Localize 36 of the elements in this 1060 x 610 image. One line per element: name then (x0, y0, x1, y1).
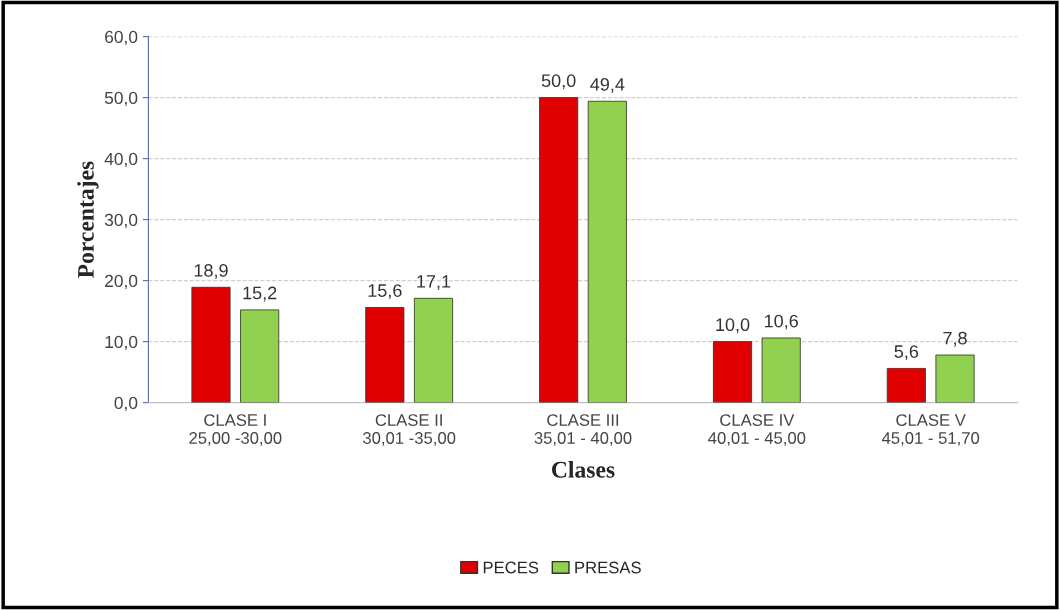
y-tick-label: 50,0 (104, 91, 138, 107)
bar (365, 307, 405, 403)
legend-label: PECES (483, 561, 539, 574)
bar (935, 354, 975, 403)
bar (240, 309, 280, 403)
data-label: 15,6 (368, 284, 402, 300)
data-label: 5,6 (894, 345, 919, 361)
x-tick-label: CLASE II 30,01 -35,00 (363, 414, 456, 446)
data-label: 18,9 (194, 264, 228, 279)
bar (413, 297, 454, 403)
data-label: 7,8 (943, 331, 967, 347)
data-label: 49,4 (590, 77, 625, 93)
bar (587, 100, 627, 403)
x-tick-label: CLASE I 25,00 -30,00 (189, 414, 282, 446)
bar (191, 286, 231, 403)
y-axis-title: Porcentajes (77, 161, 99, 278)
data-label: 50,0 (541, 74, 576, 90)
y-tick-label: 20,0 (105, 274, 138, 290)
y-tick-label: 10,0 (105, 335, 138, 351)
y-tick-label: 30,0 (104, 213, 138, 229)
y-tick-label: 0,0 (114, 396, 138, 412)
data-label: 10,0 (716, 318, 750, 334)
bar (761, 337, 801, 403)
x-tick-label: CLASE III 35,01 - 40,00 (534, 414, 632, 446)
x-tick-label: CLASE V 45,01 - 51,70 (881, 414, 980, 446)
x-tick-label: CLASE IV 40,01 - 45,00 (708, 414, 806, 446)
bar (539, 97, 579, 403)
bar (712, 341, 753, 403)
data-label: 15,2 (243, 286, 277, 302)
x-axis-title: Clases (552, 461, 615, 478)
y-tick-label: 40,0 (104, 152, 138, 168)
y-tick-label: 60,0 (105, 30, 138, 46)
data-label: 17,1 (417, 275, 451, 290)
legend-label: PRESAS (575, 561, 641, 574)
data-label: 10,6 (764, 314, 798, 330)
bar (886, 368, 926, 403)
